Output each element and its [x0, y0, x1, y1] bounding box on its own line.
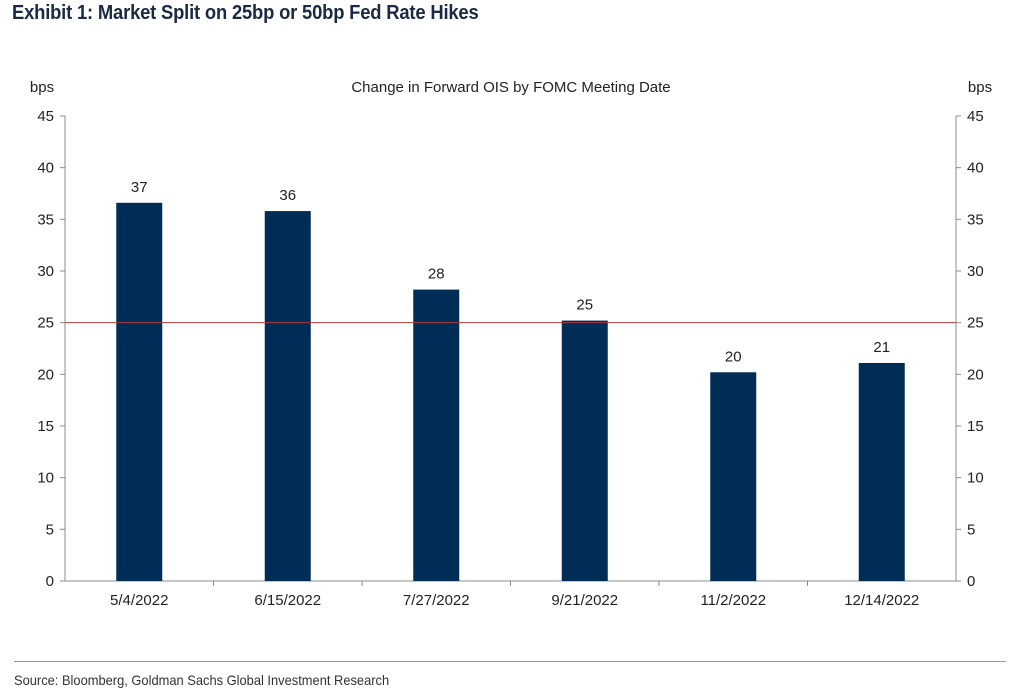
bar-data-label: 36	[279, 187, 296, 204]
y-tick-label-right: 10	[967, 470, 984, 487]
bar-data-label: 28	[428, 266, 445, 283]
x-tick-label: 5/4/2022	[110, 592, 168, 609]
y-tick-label-left: 45	[37, 108, 54, 125]
y-tick-label-right: 15	[967, 418, 984, 435]
bar	[710, 372, 757, 581]
y-tick-label-right: 45	[967, 108, 984, 125]
x-tick-label: 11/2/2022	[700, 592, 766, 609]
y-axis-label-left: bps	[30, 79, 54, 96]
y-tick-label-right: 20	[967, 366, 984, 383]
y-tick-label-right: 30	[967, 263, 984, 280]
bar-data-label: 20	[725, 348, 742, 365]
y-tick-label-left: 40	[37, 160, 54, 177]
source-divider	[14, 661, 1006, 662]
x-tick-label: 7/27/2022	[403, 592, 470, 609]
bar	[858, 362, 905, 581]
bar	[116, 202, 163, 582]
source-note: Source: Bloomberg, Goldman Sachs Global …	[14, 672, 390, 688]
y-axis-label-right: bps	[968, 79, 992, 96]
y-tick-label-right: 40	[967, 160, 984, 177]
x-tick-label: 12/14/2022	[844, 592, 919, 609]
x-tick-label: 9/21/2022	[551, 592, 618, 609]
y-tick-label-right: 5	[967, 521, 975, 538]
y-tick-label-left: 25	[37, 315, 54, 332]
y-tick-label-right: 25	[967, 315, 984, 332]
y-tick-label-right: 35	[967, 211, 984, 228]
bar-data-label: 21	[873, 339, 890, 356]
exhibit-title: Exhibit 1: Market Split on 25bp or 50bp …	[12, 2, 479, 24]
bar	[264, 211, 311, 582]
y-tick-label-right: 0	[967, 573, 975, 590]
bar-data-label: 37	[131, 179, 148, 196]
y-tick-label-left: 20	[37, 366, 54, 383]
bar	[413, 289, 460, 581]
y-tick-label-left: 30	[37, 263, 54, 280]
y-tick-label-left: 35	[37, 211, 54, 228]
y-tick-label-left: 10	[37, 470, 54, 487]
bar-chart: Change in Forward OIS by FOMC Meeting Da…	[30, 79, 992, 609]
y-tick-label-left: 15	[37, 418, 54, 435]
bar	[561, 320, 608, 581]
y-tick-label-left: 0	[46, 573, 54, 590]
x-tick-label: 6/15/2022	[254, 592, 321, 609]
y-tick-label-left: 5	[46, 521, 54, 538]
bar-data-label: 25	[576, 297, 593, 314]
chart-title: Change in Forward OIS by FOMC Meeting Da…	[351, 79, 670, 96]
